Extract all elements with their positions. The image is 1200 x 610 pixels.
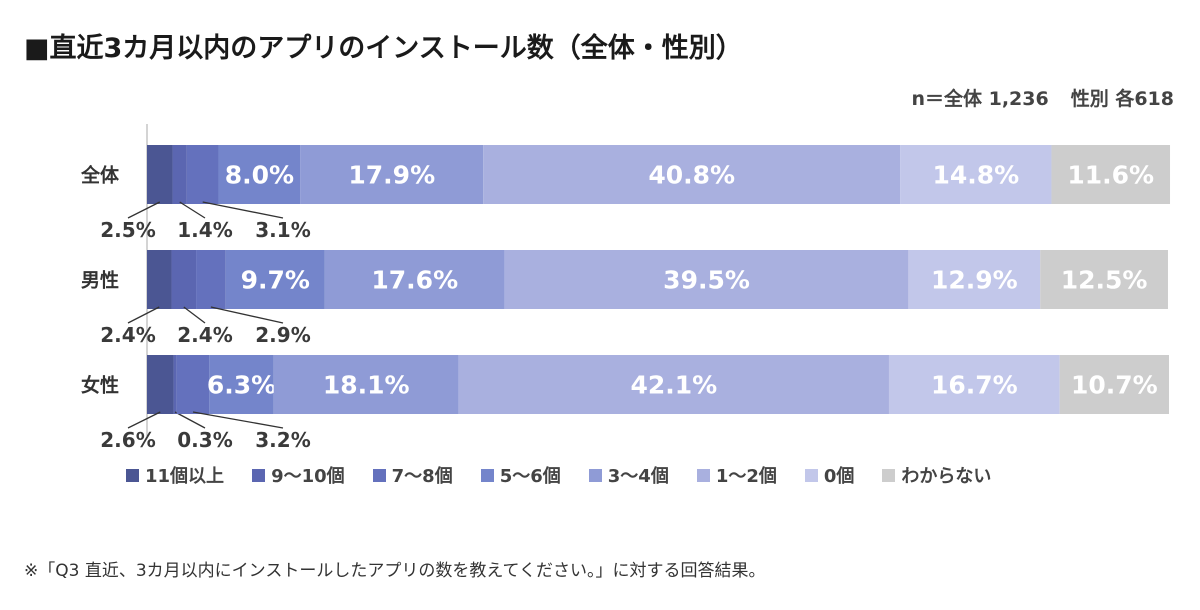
- bar-segment: [176, 355, 210, 414]
- bar-segment: [908, 250, 1041, 309]
- data-label: 3.2%: [255, 428, 310, 452]
- bar-segment: [1051, 145, 1171, 204]
- data-label: 42.1%: [630, 371, 717, 400]
- data-label: 39.5%: [663, 266, 750, 295]
- legend-swatch: [126, 468, 139, 482]
- legend-swatch: [804, 468, 818, 482]
- legend-item: わからない: [882, 462, 991, 488]
- bar-segment: [1040, 250, 1168, 309]
- bar-segment: [218, 145, 301, 204]
- leader-line: [127, 411, 161, 429]
- data-label: 12.5%: [1061, 266, 1148, 295]
- category-label: 女性: [81, 374, 119, 397]
- data-label: 14.8%: [932, 161, 1019, 190]
- legend-item: 7〜8個: [372, 462, 453, 488]
- data-label: 6.3%: [207, 371, 276, 400]
- legend-item: 5〜6個: [480, 462, 561, 488]
- legend-label: 7〜8個: [391, 466, 453, 487]
- legend-item: 3〜4個: [588, 462, 669, 488]
- data-label: 16.7%: [931, 371, 1018, 400]
- data-label: 9.7%: [241, 266, 310, 295]
- bar-segment: [186, 145, 219, 204]
- bar-segment: [888, 355, 1060, 414]
- bar-segment: [1059, 355, 1169, 414]
- legend-item: 11個以上: [126, 462, 224, 488]
- legend-label: わからない: [901, 466, 992, 487]
- legend-label: 3〜4個: [607, 466, 669, 487]
- sample-size-gender: 性別 各618: [1070, 88, 1174, 110]
- leader-line: [174, 411, 206, 429]
- sample-size-total: n＝全体 1,236: [911, 88, 1049, 110]
- data-label: 11.6%: [1067, 161, 1154, 190]
- bar-segment: [483, 145, 901, 204]
- category-label: 男性: [81, 269, 119, 292]
- bar-segment: [147, 355, 174, 414]
- legend-label: 9〜10個: [271, 466, 345, 487]
- chart-title: ■直近3カ月以内のアプリのインストール数（全体・性別）: [24, 33, 743, 64]
- data-label: 40.8%: [648, 161, 735, 190]
- legend-swatch: [696, 468, 710, 482]
- bar-segment: [196, 250, 226, 309]
- legend-swatch: [372, 468, 386, 482]
- legend-item: 0個: [804, 462, 855, 488]
- bar-segment: [225, 250, 325, 309]
- bar-segment: [900, 145, 1052, 204]
- leader-line: [127, 201, 161, 219]
- leader-line: [183, 306, 206, 324]
- data-label: 17.6%: [371, 266, 458, 295]
- legend-swatch: [882, 468, 896, 482]
- bar-segment: [209, 355, 274, 414]
- bar-segment: [273, 355, 459, 414]
- data-label: 10.7%: [1071, 371, 1158, 400]
- sample-size: n＝全体 1,236 性別 各618: [889, 84, 1174, 111]
- chart-legend: 11個以上 9〜10個 7〜8個 5〜6個 3〜4個 1〜2個 0個 わからない: [126, 462, 991, 488]
- leader-line: [202, 201, 284, 219]
- data-label: 8.0%: [225, 161, 294, 190]
- data-label: 2.4%: [100, 323, 155, 347]
- data-label: 1.4%: [177, 218, 232, 242]
- footnote: ※「Q3 直近、3カ月以内にインストールしたアプリの数を教えてください。」に対す…: [24, 561, 766, 581]
- bar-segment: [147, 250, 172, 309]
- legend-swatch: [588, 468, 602, 482]
- bar-segment: [300, 145, 484, 204]
- bar-segment: [458, 355, 889, 414]
- data-label: 12.9%: [931, 266, 1018, 295]
- leader-line: [192, 411, 284, 429]
- leader-line: [127, 306, 160, 324]
- leader-line: [179, 201, 206, 219]
- bar-segment: [504, 250, 909, 309]
- data-label: 2.5%: [100, 218, 155, 242]
- legend-label: 1〜2個: [715, 466, 777, 487]
- legend-item: 1〜2個: [696, 462, 777, 488]
- leader-line: [210, 306, 284, 324]
- bar-segment: [173, 355, 177, 414]
- legend-item: 9〜10個: [252, 462, 345, 488]
- legend-swatch: [252, 468, 266, 482]
- data-label: 0.3%: [177, 428, 232, 452]
- bar-segment: [147, 145, 173, 204]
- legend-label: 0個: [823, 466, 855, 487]
- data-label: 18.1%: [323, 371, 410, 400]
- data-label: 2.6%: [100, 428, 155, 452]
- bar-segment: [324, 250, 505, 309]
- data-label: 2.4%: [177, 323, 232, 347]
- data-label: 2.9%: [255, 323, 310, 347]
- category-label: 全体: [80, 164, 120, 187]
- bar-segment: [171, 250, 197, 309]
- legend-label: 11個以上: [145, 466, 225, 487]
- data-label: 17.9%: [348, 161, 435, 190]
- bar-segment: [172, 145, 187, 204]
- legend-label: 5〜6個: [499, 466, 561, 487]
- legend-swatch: [480, 468, 494, 482]
- data-label: 3.1%: [255, 218, 310, 242]
